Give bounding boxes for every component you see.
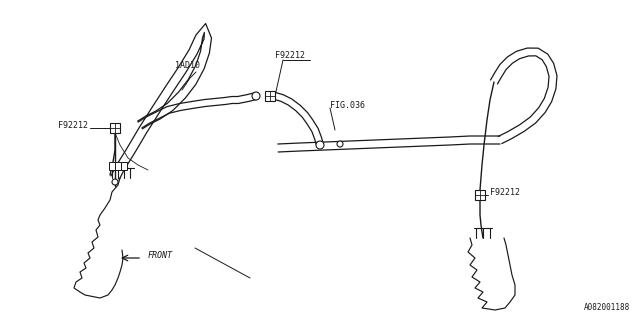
Bar (475, 190, 485, 200)
Text: FIG.036: FIG.036 (330, 101, 365, 110)
Bar (265, 91, 275, 101)
Text: 1AD10: 1AD10 (175, 61, 200, 70)
Bar (110, 123, 120, 133)
Bar (115, 162, 121, 170)
Circle shape (112, 179, 118, 185)
Bar (109, 162, 115, 170)
Text: F92212: F92212 (275, 51, 305, 60)
Circle shape (252, 92, 260, 100)
Bar (121, 162, 127, 170)
Circle shape (316, 141, 324, 149)
Text: FRONT: FRONT (148, 251, 173, 260)
Text: F92212: F92212 (58, 121, 88, 130)
Text: A082001188: A082001188 (584, 303, 630, 312)
Text: F92212: F92212 (490, 188, 520, 197)
Circle shape (337, 141, 343, 147)
